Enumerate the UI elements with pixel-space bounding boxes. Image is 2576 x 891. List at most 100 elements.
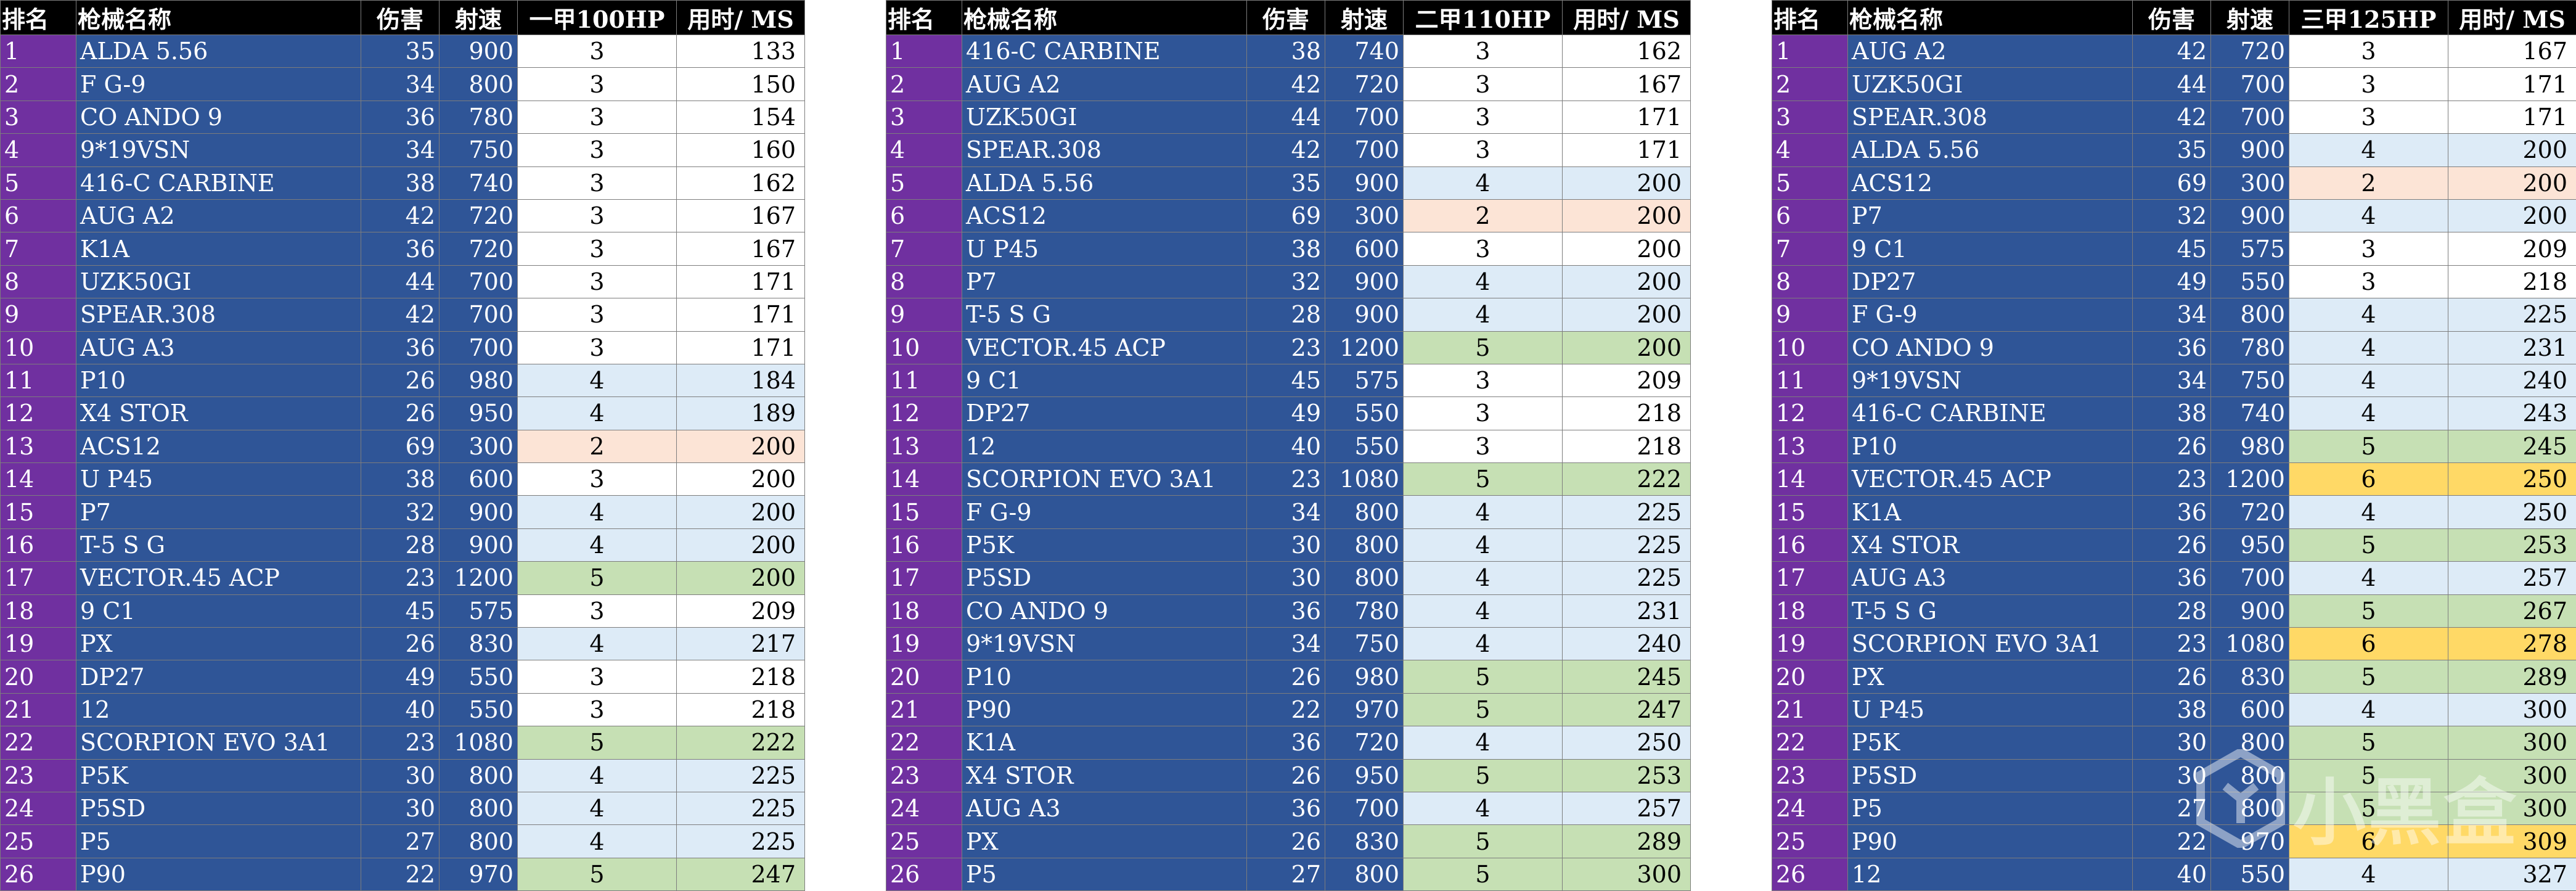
time-ms-cell: 225: [1562, 495, 1691, 529]
fire-rate-cell: 720: [1325, 67, 1404, 101]
fire-rate-cell: 970: [2210, 824, 2289, 858]
time-ms-cell: 225: [1562, 528, 1691, 562]
damage-cell: 30: [1246, 561, 1325, 595]
damage-cell: 42: [2132, 100, 2211, 134]
damage-cell: 34: [361, 67, 440, 101]
table-row: 23 P5K 30 800 4 225: [0, 758, 805, 792]
gun-name-cell: PX: [76, 627, 361, 661]
gun-name-cell: VECTOR.45 ACP: [76, 561, 361, 595]
rank-cell: 13: [886, 429, 962, 464]
fire-rate-cell: 700: [1325, 791, 1404, 826]
time-ms-cell: 171: [676, 331, 805, 364]
gun-name-cell: 9*19VSN: [76, 133, 361, 167]
table-row: 3 SPEAR.308 42 700 3 171: [1772, 100, 2576, 134]
damage-cell: 22: [2132, 824, 2211, 858]
rank-cell: 9: [1772, 298, 1848, 332]
hits-to-kill-cell: 4: [1403, 298, 1563, 332]
hits-to-kill-cell: 4: [517, 824, 677, 858]
rank-cell: 11: [0, 363, 76, 398]
hits-to-kill-cell: 4: [1403, 726, 1563, 760]
damage-cell: 30: [2132, 726, 2211, 760]
table-row: 14 U P45 38 600 3 200: [0, 462, 805, 496]
gun-name-cell: PX: [1847, 660, 2133, 694]
rank-cell: 6: [1772, 199, 1848, 233]
time-ms-cell: 171: [676, 265, 805, 299]
table-row: 10 CO ANDO 9 36 780 4 231: [1772, 331, 2576, 364]
fire-rate-cell: 720: [2210, 495, 2289, 529]
fire-rate-cell: 750: [2210, 363, 2289, 398]
rank-cell: 26: [1772, 857, 1848, 891]
fire-rate-cell: 800: [439, 758, 518, 792]
fire-rate-cell: 800: [1325, 561, 1404, 595]
rank-cell: 16: [886, 528, 962, 562]
gun-name-cell: P5K: [1847, 726, 2133, 760]
rank-cell: 23: [886, 758, 962, 792]
fire-rate-cell: 800: [1325, 528, 1404, 562]
rank-cell: 14: [1772, 462, 1848, 496]
fire-rate-cell: 780: [2210, 331, 2289, 364]
time-ms-cell: 167: [676, 232, 805, 266]
rank-cell: 17: [886, 561, 962, 595]
rank-cell: 7: [886, 232, 962, 266]
time-ms-cell: 154: [676, 100, 805, 134]
hits-to-kill-cell: 6: [2289, 627, 2448, 661]
time-ms-cell: 171: [2448, 67, 2576, 101]
gun-name-cell: P90: [1847, 824, 2133, 858]
table-row: 4 9*19VSN 34 750 3 160: [0, 133, 805, 167]
hits-to-kill-cell: 5: [517, 857, 677, 891]
time-ms-cell: 218: [676, 692, 805, 727]
gun-name-cell: CO ANDO 9: [962, 594, 1247, 628]
time-ms-cell: 200: [1562, 232, 1691, 266]
damage-cell: 36: [1246, 594, 1325, 628]
rank-cell: 23: [0, 758, 76, 792]
table-row: 15 K1A 36 720 4 250: [1772, 495, 2576, 529]
hits-to-kill-cell: 4: [2289, 495, 2448, 529]
gun-name-cell: DP27: [76, 660, 361, 694]
hits-to-kill-cell: 4: [1403, 265, 1563, 299]
fire-rate-cell: 550: [439, 660, 518, 694]
table-row: 13 12 40 550 3 218: [886, 429, 1691, 464]
damage-cell: 45: [361, 594, 440, 628]
gun-name-cell: PX: [962, 824, 1247, 858]
rank-cell: 1: [1772, 34, 1848, 68]
fire-rate-cell: 575: [439, 594, 518, 628]
rank-cell: 15: [0, 495, 76, 529]
damage-cell: 34: [2132, 298, 2211, 332]
header-time-ms: 用时/ MS: [1562, 0, 1691, 35]
time-ms-cell: 247: [1562, 692, 1691, 727]
gun-name-cell: AUG A2: [962, 67, 1247, 101]
fire-rate-cell: 900: [1325, 166, 1404, 200]
fire-rate-cell: 830: [439, 627, 518, 661]
fire-rate-cell: 780: [439, 100, 518, 134]
table-row: 15 F G-9 34 800 4 225: [886, 495, 1691, 529]
table-row: 23 P5SD 30 800 5 300: [1772, 758, 2576, 792]
fire-rate-cell: 950: [2210, 528, 2289, 562]
gun-name-cell: UZK50GI: [1847, 67, 2133, 101]
time-ms-cell: 309: [2448, 824, 2576, 858]
damage-cell: 22: [361, 857, 440, 891]
damage-cell: 38: [1246, 232, 1325, 266]
time-ms-cell: 171: [676, 298, 805, 332]
time-ms-cell: 171: [1562, 100, 1691, 134]
table-row: 6 P7 32 900 4 200: [1772, 199, 2576, 233]
table-row: 26 12 40 550 4 327: [1772, 857, 2576, 891]
gun-name-cell: K1A: [76, 232, 361, 266]
rank-cell: 4: [0, 133, 76, 167]
time-ms-cell: 209: [676, 594, 805, 628]
rank-cell: 12: [0, 396, 76, 430]
gun-name-cell: U P45: [962, 232, 1247, 266]
hits-to-kill-cell: 5: [1403, 824, 1563, 858]
hits-to-kill-cell: 4: [2289, 331, 2448, 364]
gun-name-cell: K1A: [962, 726, 1247, 760]
damage-cell: 23: [2132, 462, 2211, 496]
time-ms-cell: 225: [1562, 561, 1691, 595]
rank-cell: 25: [1772, 824, 1848, 858]
gun-name-cell: 9 C1: [962, 363, 1247, 398]
hits-to-kill-cell: 4: [2289, 199, 2448, 233]
table-row: 21 P90 22 970 5 247: [886, 692, 1691, 727]
damage-cell: 36: [2132, 331, 2211, 364]
hits-to-kill-cell: 4: [1403, 528, 1563, 562]
damage-cell: 36: [1246, 791, 1325, 826]
hits-to-kill-cell: 3: [1403, 396, 1563, 430]
rank-cell: 18: [886, 594, 962, 628]
